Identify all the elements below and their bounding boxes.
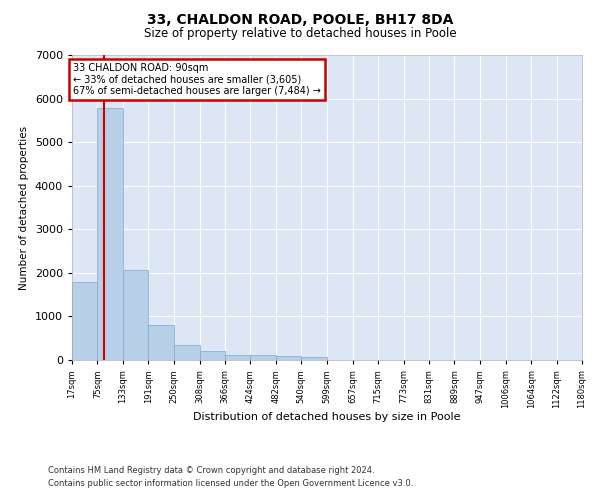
Bar bbox=[148, 325, 174, 360]
Bar bbox=[72, 282, 97, 360]
Bar bbox=[276, 356, 301, 360]
Text: 33, CHALDON ROAD, POOLE, BH17 8DA: 33, CHALDON ROAD, POOLE, BH17 8DA bbox=[147, 12, 453, 26]
Bar bbox=[301, 356, 327, 360]
Bar bbox=[174, 345, 200, 360]
Bar bbox=[225, 355, 250, 360]
Bar bbox=[250, 355, 276, 360]
Y-axis label: Number of detached properties: Number of detached properties bbox=[19, 126, 29, 290]
Text: Size of property relative to detached houses in Poole: Size of property relative to detached ho… bbox=[143, 28, 457, 40]
Text: 33 CHALDON ROAD: 90sqm
← 33% of detached houses are smaller (3,605)
67% of semi-: 33 CHALDON ROAD: 90sqm ← 33% of detached… bbox=[73, 63, 321, 96]
Bar bbox=[200, 352, 225, 360]
Bar bbox=[123, 270, 148, 360]
Bar bbox=[97, 108, 123, 360]
X-axis label: Distribution of detached houses by size in Poole: Distribution of detached houses by size … bbox=[193, 412, 461, 422]
Text: Contains HM Land Registry data © Crown copyright and database right 2024.
Contai: Contains HM Land Registry data © Crown c… bbox=[48, 466, 413, 487]
